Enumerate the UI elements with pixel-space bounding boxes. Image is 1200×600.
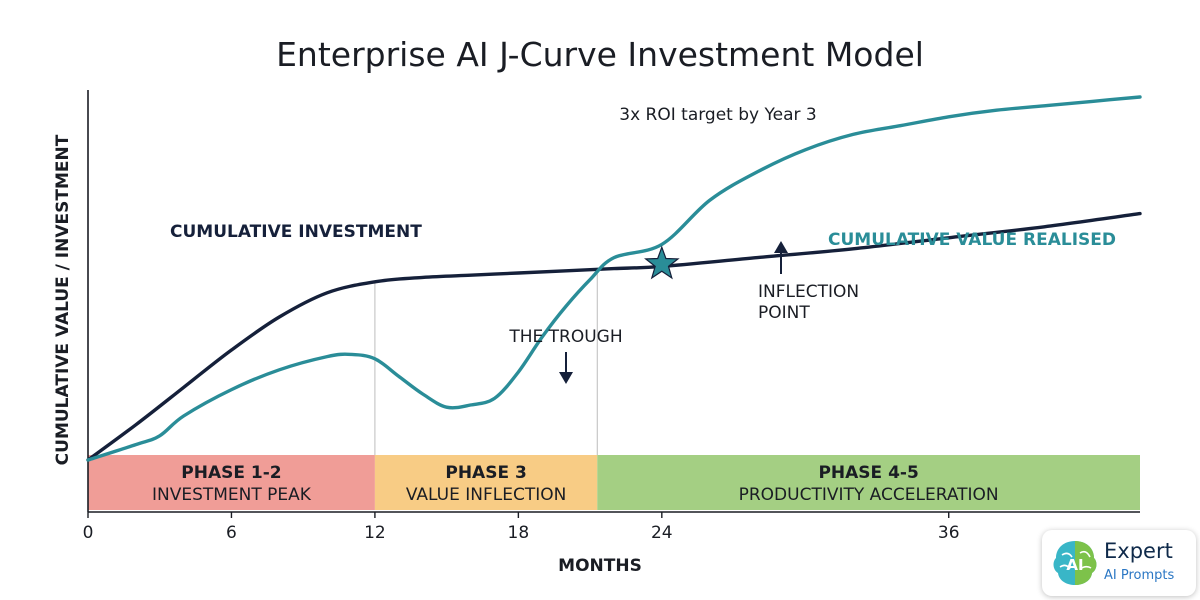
- annotations: THE TROUGH INFLECTION POINT: [508, 241, 865, 384]
- annotation-trough: THE TROUGH: [508, 327, 622, 347]
- x-tick-label: 12: [364, 523, 386, 543]
- phase-subtitle: INVESTMENT PEAK: [152, 485, 312, 505]
- logo-subtitle: AI Prompts: [1104, 568, 1175, 583]
- phase-subtitle: VALUE INFLECTION: [406, 485, 566, 505]
- expert-ai-prompts-logo: AI Expert AI Prompts: [1042, 530, 1196, 596]
- series-label-value: CUMULATIVE VALUE REALISED: [828, 230, 1116, 250]
- series-line-investment: [86, 211, 1142, 462]
- chart-subtitle: 3x ROI target by Year 3: [619, 105, 816, 125]
- series-lines: [86, 95, 1142, 462]
- phase-subtitle: PRODUCTIVITY ACCELERATION: [739, 485, 999, 505]
- x-tick-label: 0: [83, 523, 94, 543]
- x-tick-label: 6: [226, 523, 237, 543]
- x-axis-title: MONTHS: [558, 556, 642, 576]
- x-tick-label: 36: [938, 523, 960, 543]
- y-axis-title: CUMULATIVE VALUE / INVESTMENT: [53, 134, 73, 465]
- x-ticks: 0 6 12 18 24 36: [83, 512, 960, 543]
- series-line-value: [86, 95, 1142, 462]
- phase-title: PHASE 1-2: [181, 463, 281, 483]
- star-icon: [644, 245, 680, 280]
- x-tick-label: 18: [508, 523, 530, 543]
- up-arrow-icon: [774, 241, 788, 274]
- chart-title: Enterprise AI J-Curve Investment Model: [276, 35, 924, 74]
- phase-band: [374, 455, 598, 510]
- phase-dividers: [374, 269, 598, 455]
- logo-mark-text: AI: [1066, 556, 1083, 574]
- logo-title: Expert: [1104, 539, 1173, 563]
- annotation-inflection: INFLECTION POINT: [758, 282, 865, 323]
- phase-title: PHASE 4-5: [818, 463, 918, 483]
- x-tick-label: 24: [651, 523, 673, 543]
- phase-band: [88, 455, 375, 510]
- down-arrow-icon: [559, 352, 573, 384]
- brain-icon: AI: [1053, 541, 1097, 585]
- phase-title: PHASE 3: [445, 463, 526, 483]
- phase-band: [597, 455, 1140, 510]
- series-label-investment: CUMULATIVE INVESTMENT: [170, 222, 422, 242]
